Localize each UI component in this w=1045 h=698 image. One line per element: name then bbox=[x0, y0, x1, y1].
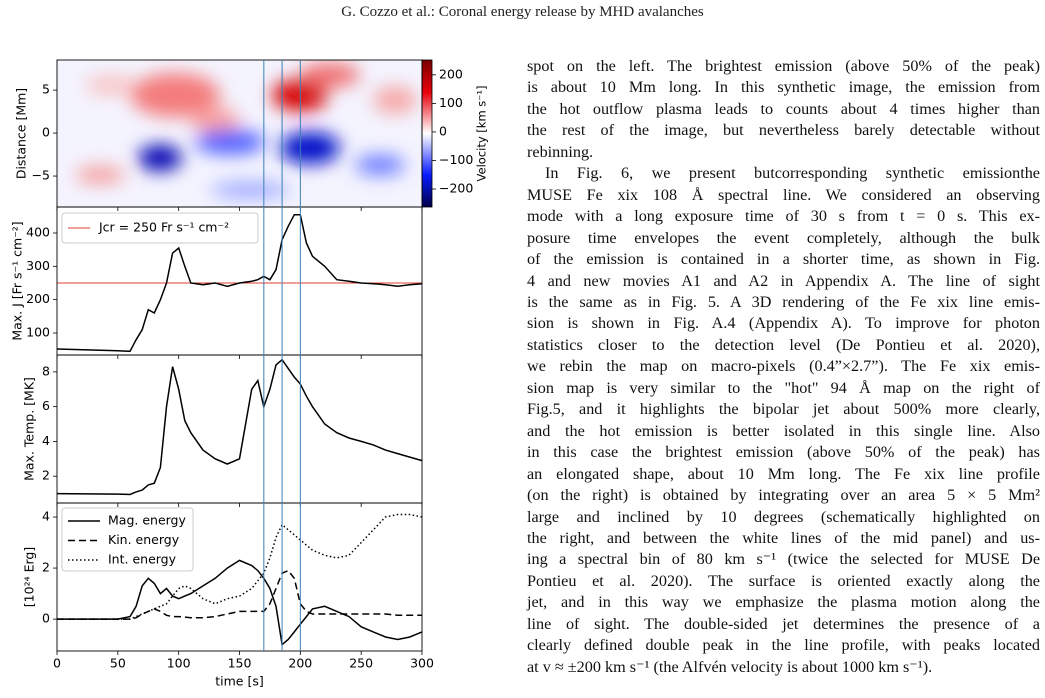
y-tick-label: 200 bbox=[26, 291, 50, 306]
text-line: (on the right) is obtained by integratin… bbox=[527, 486, 1040, 505]
data-line bbox=[56, 358, 423, 496]
text-line: line of sight. The double-sided jet dete… bbox=[527, 614, 1040, 633]
text-line: Fig.5, and it highlights the bipolar jet… bbox=[527, 400, 1040, 419]
running-header: G. Cozzo et al.: Coronal energy release … bbox=[341, 4, 704, 20]
panel-frame bbox=[56, 502, 423, 652]
legend-label: Int. energy bbox=[108, 552, 177, 567]
x-tick-label: 200 bbox=[288, 656, 312, 671]
y-axis-label: Distance [Mm] bbox=[14, 88, 29, 179]
text-line: statistics closer to the detection level… bbox=[527, 335, 1040, 354]
y-tick-label: 0 bbox=[42, 125, 50, 140]
legend-box bbox=[61, 212, 259, 244]
series-line bbox=[57, 559, 423, 647]
text-line: mode with a long exposure time of 30 s f… bbox=[527, 207, 1040, 226]
text-line: the right, and between the white lines o… bbox=[527, 528, 1040, 547]
y-tick-label: 400 bbox=[26, 225, 50, 240]
y-tick-label: 8 bbox=[42, 363, 50, 378]
y-axis-label: Max. J [Fr s⁻¹ cm⁻²] bbox=[10, 221, 25, 340]
panel-frame bbox=[56, 354, 423, 504]
x-tick-label: 50 bbox=[110, 656, 126, 671]
colorbar-label: Velocity [km s⁻¹] bbox=[475, 86, 489, 182]
y-tick-label: −5 bbox=[32, 168, 50, 183]
colorbar-tick-label: 200 bbox=[439, 66, 463, 81]
colorbar-tick-label: 0 bbox=[439, 123, 447, 138]
legend-box bbox=[61, 507, 194, 572]
text-line: an elongated shape, about 10 Mm long. Th… bbox=[527, 464, 1040, 483]
text-line: in this case the brightest emission (abo… bbox=[527, 443, 1040, 462]
figure: Distance [Mm] 50−52001000−100−200Velocity… bbox=[10, 59, 489, 689]
colorbar-tick-label: −200 bbox=[439, 181, 473, 196]
text-line: Pontieu et al. 2020). The surface is ori… bbox=[527, 571, 1040, 590]
y-tick-label: 2 bbox=[42, 560, 50, 575]
y-tick-label: 2 bbox=[42, 468, 50, 483]
x-axis-label: time [s] bbox=[215, 674, 263, 689]
text-line: of the emission is contained in a shorte… bbox=[527, 250, 1040, 269]
text-line: spot on the left. The brightest emission… bbox=[527, 57, 1040, 75]
text-line: and the hot emission is better isolated … bbox=[527, 421, 1040, 440]
text-line: rebinning. bbox=[527, 142, 594, 161]
text-line: is the same as in Fig. 5. A 3D rendering… bbox=[527, 292, 1040, 311]
series-line bbox=[57, 569, 422, 620]
y-tick-label: 5 bbox=[42, 82, 50, 97]
text-line: ing a spectral bin of 80 km s⁻¹ (twice t… bbox=[527, 550, 1040, 569]
series-line bbox=[57, 513, 423, 620]
text-line: at v ≈ ±200 km s⁻¹ (the Alfvén velocity … bbox=[527, 657, 933, 676]
text-line: the rest of the image, but nevertheless … bbox=[527, 121, 1040, 140]
data-line bbox=[56, 213, 423, 353]
x-tick-label: 0 bbox=[53, 656, 61, 671]
text-line: clearly defined double peak in the line … bbox=[527, 636, 1040, 655]
text-line: posure time envelopes the event complete… bbox=[527, 228, 1040, 247]
x-tick-label: 300 bbox=[410, 656, 434, 671]
x-tick-label: 100 bbox=[167, 656, 191, 671]
legend-label: Jcr = 250 Fr s⁻¹ cm⁻² bbox=[98, 220, 229, 235]
text-line: sion is shown in Fig. A.4 (Appendix A). … bbox=[527, 314, 1040, 333]
y-tick-label: 300 bbox=[26, 258, 50, 273]
colorbar-tick-label: −100 bbox=[439, 152, 473, 167]
legend-label: Kin. energy bbox=[108, 532, 180, 547]
legend-label: Mag. energy bbox=[108, 513, 186, 528]
text-line: 4 and new movies A1 and A2 in Appendix A… bbox=[527, 271, 1040, 290]
x-tick-label: 150 bbox=[228, 656, 252, 671]
text-line: is about 10 Mm long. In this synthetic i… bbox=[527, 78, 1040, 97]
text-column: spot on the left. The brightest emission… bbox=[527, 56, 1040, 678]
y-tick-label: 4 bbox=[42, 509, 50, 524]
y-tick-label: 6 bbox=[42, 398, 50, 413]
text-line: the hot outflow plasma leads to counts a… bbox=[527, 99, 1040, 118]
y-tick-label: 4 bbox=[42, 433, 50, 448]
colorbar bbox=[421, 59, 433, 208]
y-tick-label: 0 bbox=[42, 611, 50, 626]
text-line: jet, and in this way we emphasize the pl… bbox=[527, 593, 1040, 612]
colorbar-tick-label: 100 bbox=[439, 95, 463, 110]
text-line: In Fig. 6, we present butcorresponding s… bbox=[545, 164, 1040, 183]
y-axis-label: Max. Temp. [MK] bbox=[22, 377, 37, 481]
y-axis-label: [10²⁴ Erg] bbox=[22, 547, 37, 607]
y-tick-label: 100 bbox=[26, 325, 50, 340]
text-line: sion map is very similar to the "hot" 94… bbox=[527, 378, 1040, 397]
velocity-map bbox=[57, 60, 422, 207]
text-line: MUSE Fe xix 108 Å spectral line. We cons… bbox=[527, 185, 1040, 204]
text-line: we rebin the map on macro-pixels (0.4”×2… bbox=[527, 357, 1040, 376]
x-tick-label: 250 bbox=[349, 656, 373, 671]
text-line: large and inclined by 10 degrees (schema… bbox=[527, 507, 1040, 526]
